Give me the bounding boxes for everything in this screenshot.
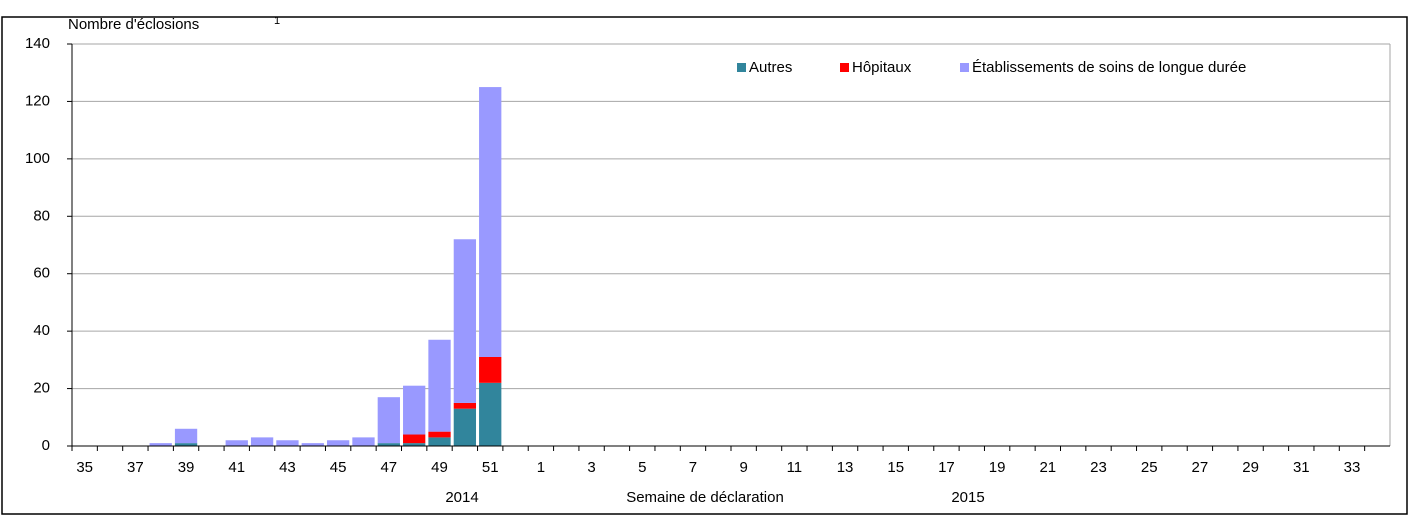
y-tick-label: 120 [25,92,50,109]
y-tick-label: 20 [33,380,50,397]
legend-swatch [840,63,849,72]
x-tick-label: 9 [740,459,748,476]
x-tick-label: 3 [587,459,595,476]
x-tick-label: 25 [1141,459,1158,476]
bar-segment [428,339,451,432]
y-axis-note: 1 [274,15,280,27]
x-tick-label: 47 [380,459,397,476]
x-tick-label: 15 [887,459,904,476]
bar-segment [428,437,451,446]
y-tick-label: 60 [33,265,50,282]
bar-segment [428,431,451,438]
x-tick-label: 21 [1039,459,1056,476]
x-tick-label: 41 [228,459,245,476]
y-tick-label: 40 [33,322,50,339]
x-tick-label: 43 [279,459,296,476]
legend-label: Autres [749,59,792,76]
x-tick-label: 37 [127,459,144,476]
x-tick-label: 31 [1293,459,1310,476]
x-tick-label: 45 [330,459,347,476]
bar-segment [403,443,426,446]
bar-segment [479,382,502,446]
x-tick-label: 5 [638,459,646,476]
bar-segment [276,440,299,446]
legend-swatch [960,63,969,72]
x-tick-label: 1 [537,459,545,476]
bar-segment [479,87,502,357]
x-tick-label: 23 [1090,459,1107,476]
year-label: 2015 [951,489,984,506]
y-tick-label: 140 [25,35,50,52]
x-tick-label: 27 [1192,459,1209,476]
bar-segment [326,440,350,446]
y-tick-label: 0 [42,437,50,454]
x-tick-label: 29 [1242,459,1259,476]
x-tick-label: 51 [482,459,499,476]
bar-segment [453,408,477,446]
y-axis-title: Nombre d'éclosions [68,16,199,33]
legend-label: Établissements de soins de longue durée [972,59,1246,76]
bar-segment [453,239,477,403]
bar-segment [352,437,375,446]
x-tick-label: 11 [787,459,803,476]
legend-label: Hôpitaux [852,59,912,76]
x-tick-label: 7 [689,459,697,476]
x-tick-label: 49 [431,459,448,476]
bar-segment [403,434,426,444]
bar-segment [149,443,172,446]
y-tick-label: 80 [33,207,50,224]
chart-frame [1,16,1408,515]
bar-segment [453,402,477,409]
y-tick-label: 100 [25,150,50,167]
x-tick-label: 17 [938,459,955,476]
x-tick-label: 13 [837,459,854,476]
x-axis-title: Semaine de déclaration [626,489,784,506]
bar-segment [479,356,502,383]
x-tick-label: 39 [178,459,195,476]
year-label: 2014 [445,489,478,506]
bar-segment [403,385,426,435]
bar-segment [301,443,324,446]
x-tick-label: 35 [76,459,93,476]
bar-segment [174,443,198,446]
bar-segment [225,440,248,446]
bar-segment [377,443,400,446]
bar-segment [377,397,400,444]
x-tick-label: 33 [1344,459,1361,476]
bar-segment [174,428,198,444]
bar-segment [250,437,274,446]
legend-swatch [737,63,746,72]
x-tick-label: 19 [989,459,1006,476]
